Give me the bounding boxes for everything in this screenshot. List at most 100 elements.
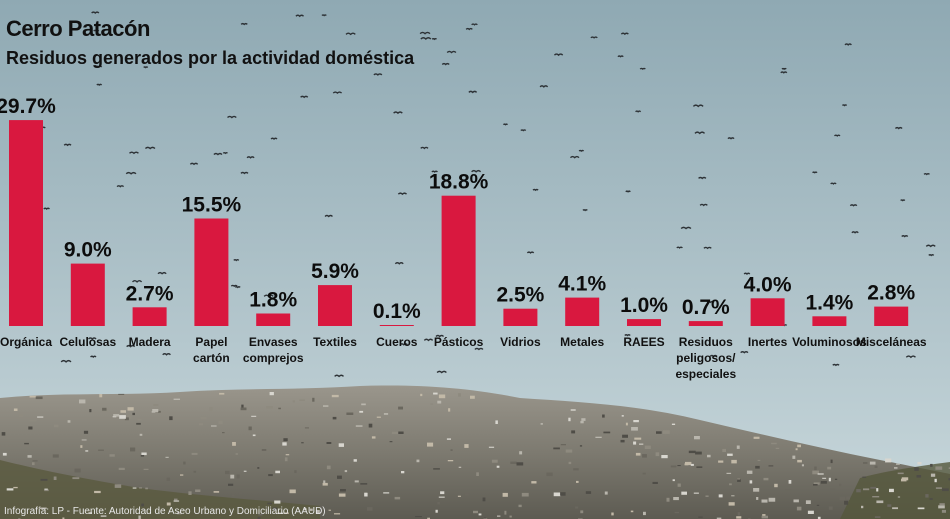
- data-label: 2.5%: [496, 284, 544, 307]
- debris-speck: [673, 497, 679, 501]
- debris-speck: [670, 465, 677, 468]
- bar: [750, 298, 785, 326]
- bird-icon: [526, 251, 535, 254]
- debris-speck: [553, 492, 561, 497]
- debris-speck: [716, 517, 722, 519]
- debris-speck: [132, 412, 135, 416]
- debris-speck: [749, 480, 753, 484]
- debris-speck: [763, 477, 769, 481]
- debris-speck: [438, 394, 446, 399]
- debris-speck: [114, 484, 122, 488]
- debris-speck: [13, 486, 18, 489]
- bird-icon: [373, 73, 383, 76]
- debris-speck: [846, 496, 850, 500]
- debris-speck: [415, 516, 422, 518]
- bird-icon: [706, 300, 715, 304]
- debris-speck: [892, 507, 898, 510]
- debris-speck: [40, 478, 48, 481]
- bird-icon: [345, 32, 356, 36]
- bird-icon: [94, 65, 103, 68]
- debris-speck: [797, 459, 802, 463]
- debris-speck: [602, 414, 605, 418]
- debris-speck: [177, 512, 182, 515]
- debris-speck: [722, 448, 726, 452]
- bird-icon: [520, 129, 527, 132]
- debris-speck: [633, 441, 637, 445]
- debris-speck: [367, 507, 373, 511]
- debris-speck: [174, 498, 178, 502]
- debris-speck: [118, 393, 125, 395]
- bird-icon: [227, 115, 237, 119]
- data-label: 2.8%: [867, 282, 915, 305]
- debris-speck: [200, 416, 207, 420]
- bird-icon: [928, 254, 935, 257]
- debris-speck: [502, 492, 508, 497]
- debris-speck: [277, 512, 284, 514]
- debris-speck: [118, 467, 125, 470]
- debris-speck: [942, 488, 949, 492]
- bar: [565, 297, 600, 326]
- debris-speck: [677, 483, 681, 487]
- debris-speck: [166, 477, 171, 481]
- debris-speck: [62, 517, 65, 519]
- bird-icon: [393, 111, 403, 115]
- debris-speck: [85, 450, 89, 452]
- bird-icon: [321, 14, 327, 17]
- debris-speck: [151, 411, 156, 413]
- bird-icon: [88, 337, 97, 340]
- debris-speck: [491, 459, 498, 463]
- bird-icon: [189, 162, 199, 166]
- debris-speck: [674, 511, 679, 514]
- bird-icon: [471, 23, 478, 26]
- debris-speck: [137, 418, 142, 421]
- debris-speck: [625, 422, 628, 426]
- bird-icon: [263, 294, 274, 298]
- debris-speck: [437, 400, 442, 404]
- debris-speck: [753, 488, 760, 492]
- bird-icon: [157, 271, 167, 275]
- debris-speck: [74, 468, 81, 473]
- debris-speck: [383, 413, 389, 415]
- debris-speck: [633, 420, 639, 423]
- category-label: Papel cartón: [193, 335, 230, 365]
- debris-speck: [814, 466, 817, 471]
- bird-icon: [635, 110, 642, 113]
- bar: [874, 306, 909, 326]
- bird-icon: [96, 83, 103, 86]
- debris-speck: [355, 425, 363, 427]
- debris-speck: [219, 392, 225, 395]
- bird-icon: [698, 176, 707, 180]
- debris-speck: [914, 467, 919, 471]
- debris-speck: [389, 441, 393, 443]
- source-credit: Infografía: LP - Fuente: Autoridad de As…: [4, 506, 326, 517]
- debris-speck: [737, 479, 741, 482]
- debris-speck: [863, 462, 868, 464]
- debris-speck: [872, 496, 880, 498]
- data-label: 9.0%: [64, 239, 112, 262]
- debris-speck: [795, 448, 798, 451]
- bar: [441, 195, 476, 326]
- debris-speck: [694, 436, 700, 440]
- debris-speck: [100, 515, 107, 517]
- bird-icon: [397, 192, 408, 196]
- category-label: Vidrios: [500, 335, 541, 349]
- debris-speck: [331, 394, 339, 398]
- category-label: Envases comprejos: [243, 335, 304, 365]
- debris-speck: [930, 473, 936, 477]
- debris-speck: [268, 474, 273, 477]
- debris-speck: [369, 420, 375, 423]
- debris-speck: [238, 491, 243, 494]
- bird-icon: [60, 359, 72, 363]
- bird-icon: [431, 38, 437, 41]
- debris-speck: [861, 505, 864, 509]
- debris-speck: [6, 488, 14, 491]
- debris-speck: [304, 427, 309, 429]
- bird-icon: [743, 272, 751, 275]
- debris-speck: [688, 450, 696, 454]
- bird-icon: [569, 155, 580, 159]
- debris-speck: [446, 438, 451, 440]
- debris-speck: [801, 464, 804, 467]
- bird-icon: [419, 31, 431, 35]
- bird-icon: [781, 67, 787, 71]
- debris-speck: [328, 509, 331, 511]
